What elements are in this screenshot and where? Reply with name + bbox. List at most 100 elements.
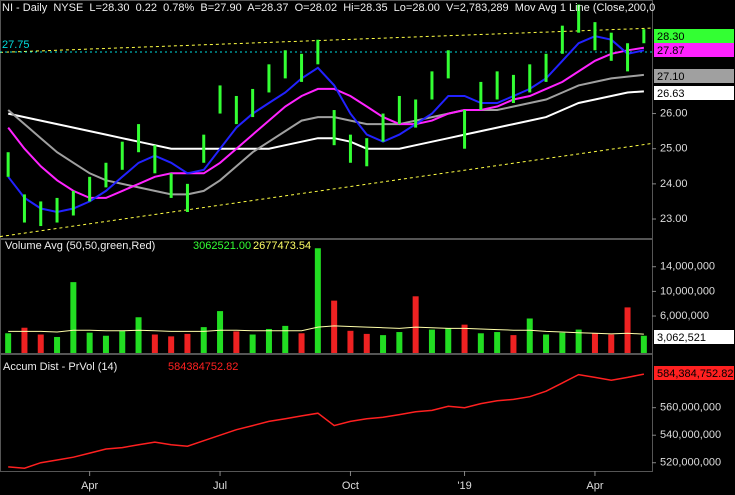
volume-bar <box>624 307 631 353</box>
price-bar <box>348 134 352 163</box>
volume-bar <box>331 300 338 353</box>
moving-average-line <box>7 35 645 214</box>
value-tag <box>654 29 734 43</box>
price-bar <box>577 4 581 33</box>
x-tick-label: Apr <box>586 480 603 492</box>
volume-bar <box>412 296 419 353</box>
volume-bar <box>102 335 109 353</box>
volume-bar <box>363 333 370 353</box>
value-tag <box>654 330 734 344</box>
value-tag-label: 27.10 <box>657 71 685 83</box>
price-bar <box>218 85 222 114</box>
panel-frame <box>0 239 653 354</box>
price-bar <box>544 53 548 82</box>
value-tag-label: 28.30 <box>657 31 685 43</box>
panel-stat: 584384752.82 <box>168 361 238 373</box>
price-bar <box>202 134 206 163</box>
price-bar <box>332 110 336 146</box>
price-bar <box>22 194 26 223</box>
panel-stat: 3062521.00 <box>193 240 251 252</box>
price-bar <box>626 43 630 72</box>
price-bar <box>609 32 613 61</box>
volume-bar <box>135 317 142 353</box>
price-bar <box>446 50 450 79</box>
price-bar <box>560 25 564 54</box>
panel-frame <box>0 0 653 239</box>
volume-bar <box>380 335 387 353</box>
volume-bar <box>543 334 550 353</box>
y-tick-label: 6,000,000 <box>660 310 709 322</box>
volume-bar <box>396 332 403 353</box>
price-bar <box>283 50 287 79</box>
volume-bar <box>575 329 582 353</box>
volume-bar <box>526 318 533 353</box>
price-bar <box>479 81 483 111</box>
y-tick-label: 520,000,000 <box>660 457 721 469</box>
chart-title: NI - Daily NYSE L=28.30 0.22 0.78% B=27.… <box>2 2 655 14</box>
x-tick-label: Jul <box>213 480 227 492</box>
panel-title: Volume Avg (50,50,green,Red) <box>5 240 155 252</box>
moving-average-line <box>7 90 644 150</box>
reference-label: 27.75 <box>2 39 30 51</box>
volume-bar <box>461 324 468 353</box>
moving-average-line <box>7 46 645 199</box>
volume-bar <box>265 328 272 353</box>
volume-bar <box>5 333 12 353</box>
price-bar <box>104 162 108 188</box>
price-bar <box>55 197 59 223</box>
volume-bar <box>249 334 256 353</box>
volume-bar <box>21 327 28 353</box>
indicator-line <box>8 373 645 469</box>
x-tick-label: '19 <box>457 480 471 492</box>
price-bar <box>430 71 434 100</box>
volume-bar <box>298 333 305 353</box>
price-bar <box>169 173 173 198</box>
price-bar <box>137 124 141 153</box>
volume-bar <box>37 334 44 353</box>
y-tick-label: 24.00 <box>660 178 688 190</box>
volume-average-line <box>8 325 644 335</box>
panel-stat: 2677473.54 <box>253 240 311 252</box>
volume-bar <box>217 311 224 353</box>
volume-bar <box>640 335 647 353</box>
volume-bar <box>428 329 435 353</box>
volume-bar <box>510 335 517 353</box>
price-bar <box>381 113 385 142</box>
volume-bar <box>591 333 598 353</box>
volume-bar <box>494 332 501 353</box>
volume-bar <box>347 330 354 353</box>
price-bar <box>511 74 515 104</box>
price-bar <box>593 22 597 51</box>
volume-bar <box>608 334 615 353</box>
y-tick-label: 540,000,000 <box>660 429 721 441</box>
price-bar <box>251 88 255 118</box>
moving-average-line <box>7 73 645 196</box>
price-bar <box>120 141 124 170</box>
volume-bar <box>233 331 240 353</box>
price-bar <box>365 138 369 167</box>
price-bar <box>267 64 271 93</box>
price-bar <box>495 71 499 100</box>
price-bar <box>528 64 532 93</box>
volume-bar <box>445 328 452 353</box>
volume-bar <box>184 333 191 353</box>
price-bar <box>71 190 75 216</box>
y-tick-label: 23.00 <box>660 213 688 225</box>
price-bar <box>153 145 157 174</box>
price-bar <box>185 183 189 212</box>
value-tag <box>654 43 734 57</box>
volume-bar <box>54 336 61 353</box>
price-bar <box>88 176 92 202</box>
y-tick-label: 25.00 <box>660 143 688 155</box>
price-bar <box>316 39 320 65</box>
volume-bar <box>477 333 484 353</box>
volume-bar <box>559 332 566 353</box>
volume-bar <box>314 248 321 353</box>
x-tick-label: Apr <box>81 480 98 492</box>
price-bar <box>39 201 43 227</box>
value-tag-label: 584,384,752.82 <box>657 368 733 380</box>
volume-bar <box>119 330 126 353</box>
y-tick-label: 10,000,000 <box>660 285 715 297</box>
